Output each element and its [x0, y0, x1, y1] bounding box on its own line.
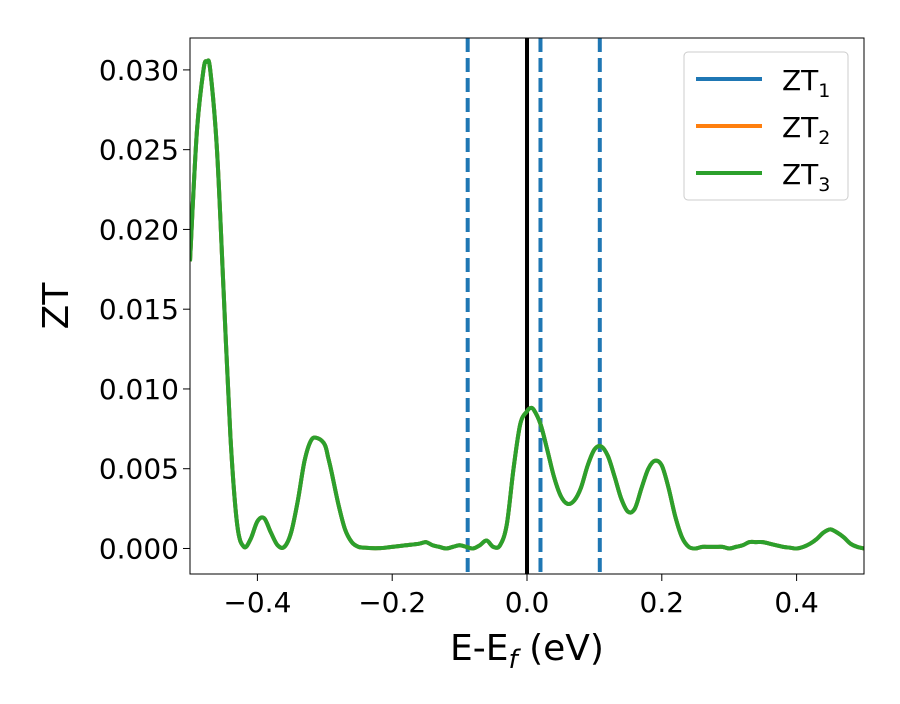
y-axis-label: ZT	[36, 282, 77, 330]
y-tick-label: 0.010	[99, 373, 179, 406]
series-lines	[190, 58, 864, 551]
series-line-zt3	[190, 58, 864, 551]
y-tick-label: 0.000	[99, 532, 179, 565]
x-axis-ticks: −0.4 −0.2 0.0 0.2 0.4	[223, 574, 819, 619]
x-tick-label: −0.4	[223, 586, 291, 619]
x-tick-label: 0.2	[640, 586, 685, 619]
x-axis-label-main: E-E	[450, 628, 508, 669]
y-tick-label: 0.030	[99, 54, 179, 87]
x-axis-label-tail: (eV)	[518, 628, 604, 669]
x-axis-label: E-Ef (eV)	[450, 628, 604, 675]
y-tick-label: 0.015	[99, 293, 179, 326]
x-tick-label: −0.2	[358, 586, 426, 619]
y-tick-label: 0.025	[99, 134, 179, 167]
legend: ZT1 ZT2 ZT3	[683, 51, 849, 201]
vertical-lines	[465, 38, 602, 574]
x-tick-label: 0.4	[774, 586, 819, 619]
legend-label-zt3: ZT3	[782, 158, 830, 196]
legend-box	[683, 51, 849, 201]
y-axis-ticks: 0.000 0.005 0.010 0.015 0.020 0.025 0.030	[99, 54, 190, 565]
x-tick-label: 0.0	[505, 586, 550, 619]
y-tick-label: 0.020	[99, 213, 179, 246]
y-tick-label: 0.005	[99, 453, 179, 486]
legend-label-zt1: ZT1	[782, 64, 830, 102]
legend-label-zt2: ZT2	[782, 111, 830, 149]
